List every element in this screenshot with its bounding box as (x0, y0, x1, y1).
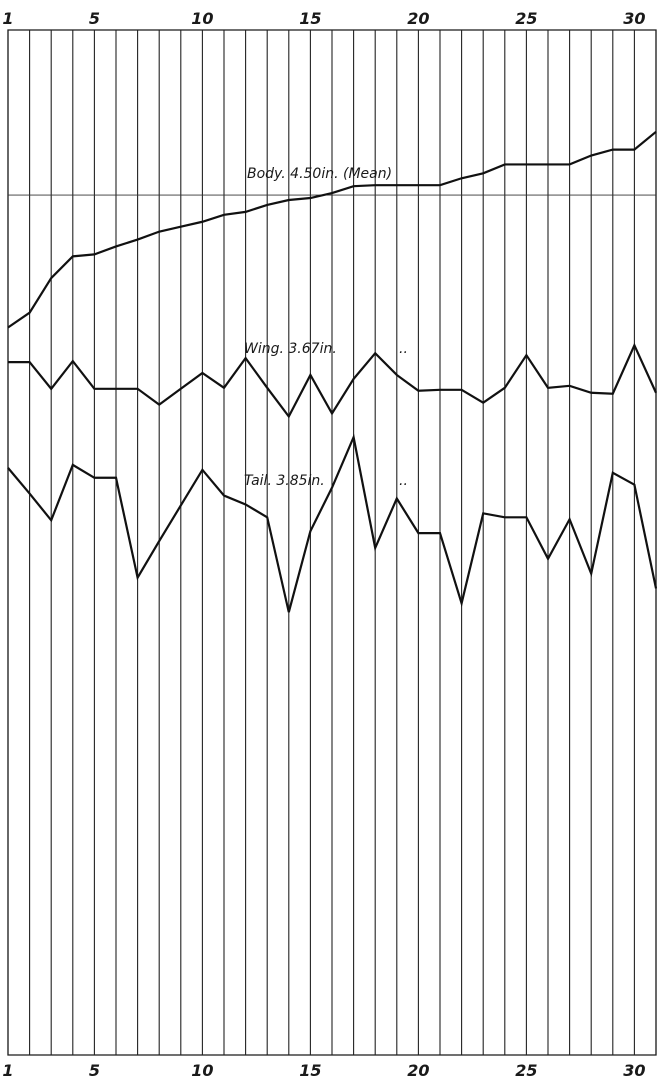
tail-series-line (7, 433, 658, 613)
bottom-tick-30: 30 (623, 1061, 645, 1080)
x-tick-labels-bottom: 1 5 10 15 20 25 30 (2, 1061, 645, 1080)
wing-ditto-marks: .. (399, 341, 408, 357)
series-lines (7, 130, 658, 613)
wing-series-line (8, 342, 658, 419)
bottom-tick-15: 15 (299, 1061, 321, 1080)
x-tick-labels-top: 1 5 10 15 20 25 30 (2, 9, 645, 28)
top-tick-5: 5 (89, 9, 100, 28)
bottom-tick-5: 5 (89, 1061, 100, 1080)
top-tick-15: 15 (299, 9, 321, 28)
wing-annotation: Wing. 3.67in. (244, 341, 337, 357)
grid-lines (7, 29, 657, 1056)
top-tick-1: 1 (2, 9, 13, 28)
chart-frame (7, 29, 657, 1056)
top-tick-20: 20 (407, 9, 429, 28)
tail-ditto-marks: .. (399, 473, 408, 489)
bottom-tick-20: 20 (407, 1061, 429, 1080)
tail-annotation: Tail. 3.85in. (244, 473, 325, 489)
bottom-tick-1: 1 (2, 1061, 13, 1080)
bottom-tick-25: 25 (515, 1061, 537, 1080)
bottom-tick-10: 10 (191, 1061, 213, 1080)
body-annotation: Body. 4.50in. (Mean) (247, 166, 392, 182)
top-tick-25: 25 (515, 9, 537, 28)
top-tick-10: 10 (191, 9, 213, 28)
body-series-line (7, 130, 657, 329)
top-tick-30: 30 (623, 9, 645, 28)
